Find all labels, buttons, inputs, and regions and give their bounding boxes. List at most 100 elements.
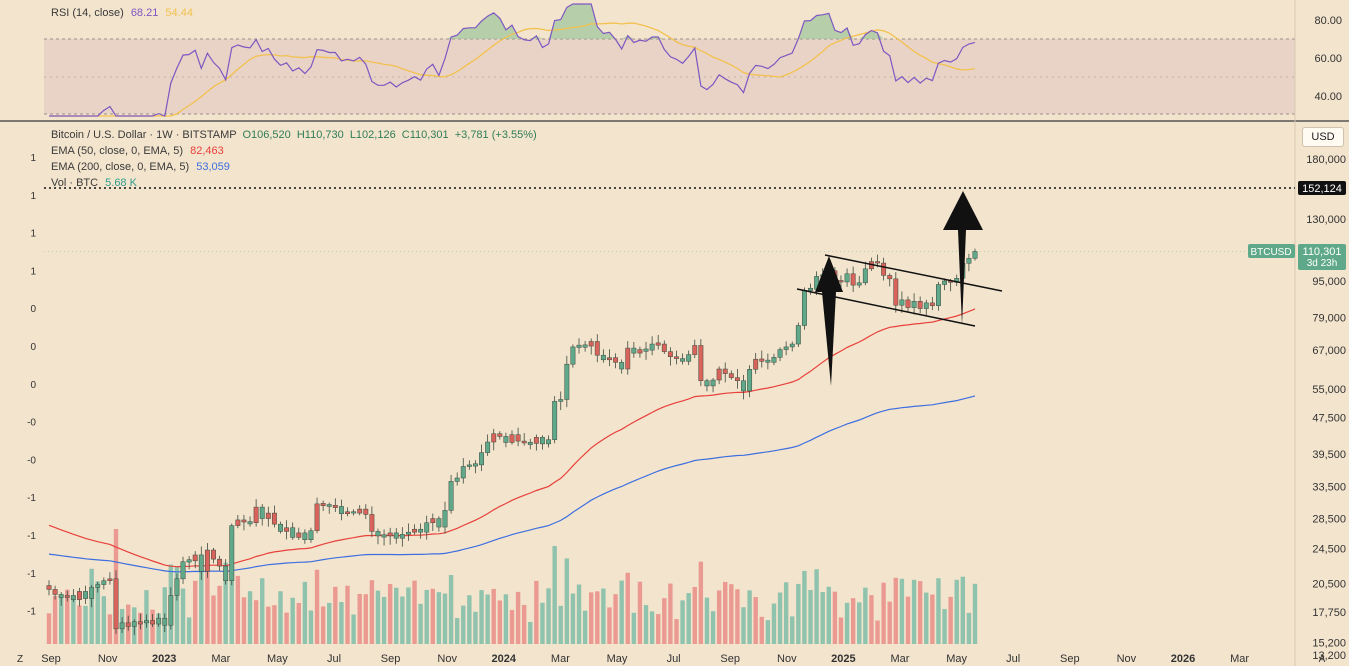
candle-body [533, 437, 539, 444]
ticker-tag[interactable] [1248, 244, 1295, 258]
volume-bar [930, 594, 935, 644]
time-tick-label: Sep [41, 653, 61, 665]
ohlc-change: +3,781 (+3.55%) [454, 129, 537, 141]
candle-body [491, 433, 497, 443]
candle-body [899, 299, 905, 306]
volume-bar [406, 587, 411, 644]
flagpole-arrow[interactable] [815, 256, 843, 386]
candle-body [150, 620, 156, 625]
left-axis-label: 1 [30, 191, 36, 202]
candle-body [64, 595, 70, 598]
time-tick-label: Mar [211, 653, 230, 665]
volume-bar [528, 622, 533, 644]
volume-bar [924, 592, 929, 644]
volume-bar [534, 580, 539, 644]
candle-body [95, 584, 101, 588]
volume-bar [180, 588, 186, 644]
volume-bar [448, 575, 454, 644]
candle-body [540, 437, 545, 445]
left-axis-label: 1 [30, 229, 36, 240]
candle-body [308, 530, 314, 540]
candle-body [564, 363, 570, 400]
candle-body [789, 343, 795, 348]
candle-body [162, 617, 168, 626]
volume-bar [643, 605, 649, 644]
volume-bar [223, 562, 228, 644]
volume-bar [339, 601, 344, 644]
left-axis-label: 0 [30, 342, 36, 353]
volume-bar [942, 609, 947, 644]
volume-bar [497, 600, 503, 644]
target-arrow[interactable] [943, 191, 983, 325]
volume-bar [631, 612, 637, 644]
candle-body [777, 349, 783, 358]
volume-bar [491, 588, 496, 644]
volume-bar [741, 607, 746, 644]
currency-button[interactable]: USD [1302, 127, 1344, 147]
candle-body [686, 354, 692, 362]
volume-bar [442, 593, 448, 644]
volume-bar [808, 590, 813, 644]
candle-body [801, 290, 807, 326]
candle-body [655, 342, 661, 346]
volume-bar [101, 596, 107, 644]
volume-bar [613, 594, 618, 644]
volume-bar [247, 591, 253, 644]
volume-legend[interactable]: Vol · BTC 5.68 K [51, 177, 137, 189]
candle-body [625, 347, 631, 370]
volume-bar [454, 617, 460, 644]
rsi-overbought-fill [49, 4, 975, 39]
price-tick-label: 67,000 [1312, 345, 1346, 357]
symbol-legend[interactable]: Bitcoin / U.S. Dollar · 1W · BITSTAMP O1… [51, 129, 537, 141]
candle-body [929, 302, 935, 306]
volume-bar [327, 602, 332, 644]
channel-upper-line[interactable] [824, 254, 1003, 292]
volume-bar [58, 595, 64, 644]
candle-body [747, 369, 753, 392]
candle-body [351, 511, 357, 514]
volume-bar [656, 614, 661, 644]
left-axis-label: 0 [30, 380, 36, 391]
candle-body [363, 508, 369, 515]
candle-body [527, 441, 533, 445]
volume-bar [601, 588, 606, 644]
ema-200-legend[interactable]: EMA (200, close, 0, EMA, 5) 53,059 [51, 161, 230, 173]
volume-bar [467, 595, 472, 644]
candle-body [119, 622, 125, 630]
volume-bar [802, 570, 807, 644]
candle-body [58, 594, 64, 598]
candle-body [728, 373, 734, 378]
volume-bar [296, 602, 301, 644]
candle-body [70, 595, 76, 600]
ema-50-legend[interactable]: EMA (50, close, 0, EMA, 5) 82,463 [51, 145, 224, 157]
price-tick-label: 13,200 [1312, 650, 1346, 662]
volume-bar [911, 579, 917, 644]
left-axis-label: 0 [30, 304, 36, 315]
candle-body [290, 527, 296, 538]
volume-bar [83, 605, 88, 644]
candle-body [412, 528, 417, 533]
price-tick-label: 28,500 [1312, 514, 1346, 526]
candle-body [558, 399, 564, 402]
candle-body [716, 368, 722, 381]
candle-body [588, 341, 594, 347]
candle-body [521, 440, 527, 444]
volume-bar [796, 583, 801, 644]
time-tick-label: Nov [1117, 653, 1137, 665]
ema-200-value: 53,059 [196, 161, 230, 173]
candle-body [515, 434, 521, 442]
volume-bar [668, 583, 673, 644]
candle-body [613, 357, 619, 363]
candle-body [229, 525, 235, 581]
candle-body [936, 284, 941, 306]
ohlc-open: O106,520 [242, 129, 291, 141]
candle-body [850, 273, 856, 286]
ema-200-label: EMA (200, close, 0, EMA, 5) [51, 161, 190, 173]
candle-body [247, 521, 253, 525]
candle-body [278, 523, 283, 532]
candle-body [180, 561, 186, 580]
candle-body [966, 258, 972, 264]
rsi-legend[interactable]: RSI (14, close) 68.21 54.44 [51, 7, 193, 19]
candlesticks [46, 248, 978, 635]
